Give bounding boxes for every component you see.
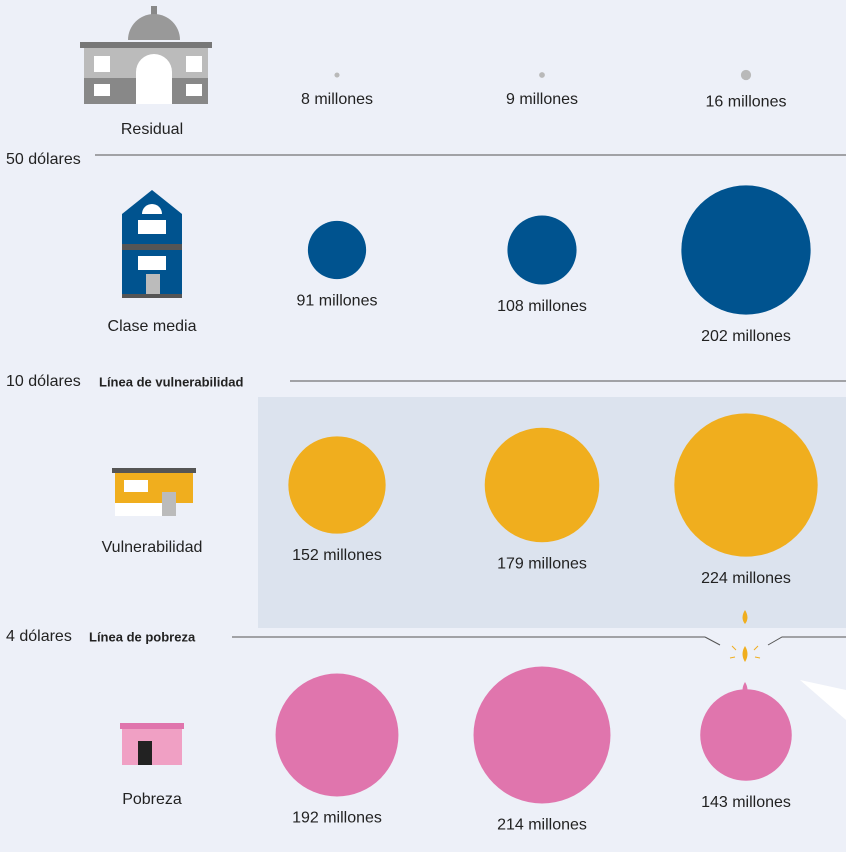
- bubble: [539, 72, 545, 78]
- value-label: 8 millones: [301, 91, 373, 108]
- value-label: 192 millones: [292, 810, 382, 827]
- poverty-icon: [120, 723, 184, 765]
- vulnerability-icon: [112, 468, 196, 516]
- bubble: [473, 666, 611, 804]
- value-label: 214 millones: [497, 817, 587, 834]
- value-label: 179 millones: [497, 555, 587, 572]
- bubble: [681, 185, 811, 315]
- residual-icon: [80, 6, 212, 104]
- bubble: [484, 427, 600, 543]
- value-label: 143 millones: [701, 794, 791, 811]
- bubble: [275, 673, 399, 797]
- row-label: Clase media: [108, 318, 197, 335]
- row-label: Residual: [121, 121, 183, 138]
- row-label: Vulnerabilidad: [102, 539, 203, 556]
- threshold-label: 50 dólares: [6, 151, 81, 168]
- value-label: 108 millones: [497, 298, 587, 315]
- value-label: 91 millones: [297, 292, 378, 309]
- bubble: [740, 69, 752, 81]
- threshold-line-label: Línea de pobreza: [89, 629, 196, 644]
- bubble: [674, 413, 818, 557]
- threshold-line: [767, 636, 846, 646]
- bubble: [334, 72, 340, 78]
- bubble: [288, 436, 386, 534]
- value-label: 152 millones: [292, 547, 382, 564]
- middle-class-icon: [122, 190, 182, 298]
- threshold-label: 10 dólares: [6, 373, 81, 390]
- bubble: [507, 215, 577, 285]
- value-label: 224 millones: [701, 570, 791, 587]
- value-label: 202 millones: [701, 328, 791, 345]
- threshold-line: [704, 636, 721, 646]
- bubble: [700, 689, 792, 781]
- bubble: [307, 220, 367, 280]
- value-label: 16 millones: [706, 93, 787, 110]
- row-label: Pobreza: [122, 791, 182, 808]
- threshold-label: 4 dólares: [6, 628, 72, 645]
- value-label: 9 millones: [506, 91, 578, 108]
- threshold-line-label: Línea de vulnerabilidad: [99, 374, 244, 389]
